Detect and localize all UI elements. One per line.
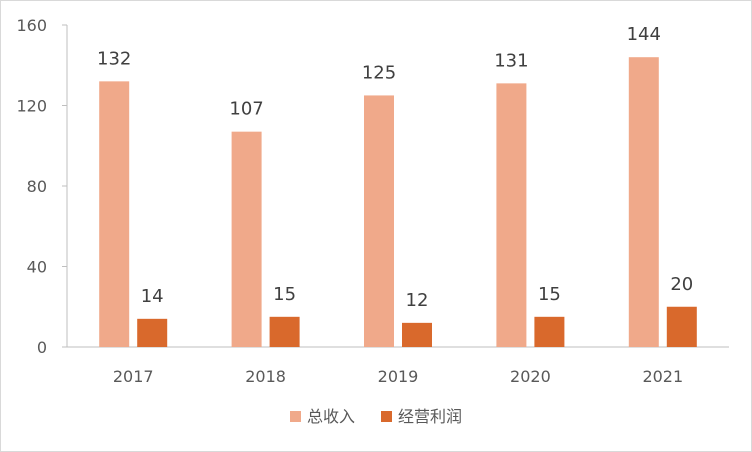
x-tick-label: 2020 bbox=[510, 367, 551, 386]
bar-operating-profit-2020 bbox=[534, 316, 565, 347]
data-label-operating-profit-2017: 14 bbox=[141, 286, 164, 307]
data-label-revenue-2019: 125 bbox=[362, 62, 396, 83]
bar-revenue-2021 bbox=[628, 57, 659, 347]
bar-revenue-2019 bbox=[364, 95, 394, 347]
x-tick-label: 2017 bbox=[113, 367, 154, 386]
legend-label-revenue: 总收入 bbox=[307, 407, 355, 426]
bar-operating-profit-2017 bbox=[137, 318, 168, 347]
legend-swatch-revenue bbox=[290, 411, 301, 422]
data-label-revenue-2017: 132 bbox=[97, 48, 131, 69]
y-axis: 0 40 80 120 160 bbox=[16, 16, 68, 357]
legend-swatch-operating-profit bbox=[381, 411, 392, 422]
data-label-operating-profit-2021: 20 bbox=[670, 274, 693, 295]
bar-operating-profit-2018 bbox=[269, 316, 300, 347]
data-labels-group: 132 14 107 15 125 12 131 15 144 20 bbox=[97, 24, 693, 311]
bars-group bbox=[99, 57, 697, 348]
bar-revenue-2017 bbox=[99, 81, 130, 347]
y-tick-label: 80 bbox=[27, 177, 47, 196]
bar-operating-profit-2019 bbox=[402, 322, 432, 347]
legend-label-operating-profit: 经营利润 bbox=[398, 407, 462, 426]
y-tick-label: 120 bbox=[16, 97, 47, 116]
y-tick-label: 0 bbox=[37, 338, 47, 357]
y-tick-label: 40 bbox=[27, 258, 47, 277]
data-label-operating-profit-2019: 12 bbox=[406, 290, 429, 311]
data-label-revenue-2020: 131 bbox=[494, 50, 528, 71]
y-tick-label: 160 bbox=[16, 16, 47, 35]
data-label-revenue-2021: 144 bbox=[627, 24, 661, 45]
data-label-operating-profit-2018: 15 bbox=[273, 284, 296, 305]
x-tick-label: 2019 bbox=[378, 367, 419, 386]
data-label-revenue-2018: 107 bbox=[229, 99, 263, 120]
legend: 总收入 经营利润 bbox=[290, 407, 462, 426]
x-axis: 2017 2018 2019 2020 2021 bbox=[67, 346, 729, 386]
data-label-operating-profit-2020: 15 bbox=[538, 284, 561, 305]
x-tick-label: 2021 bbox=[642, 367, 683, 386]
bar-revenue-2018 bbox=[231, 131, 262, 347]
bar-revenue-2020 bbox=[496, 83, 527, 348]
x-tick-label: 2018 bbox=[245, 367, 286, 386]
bar-operating-profit-2021 bbox=[666, 306, 697, 347]
